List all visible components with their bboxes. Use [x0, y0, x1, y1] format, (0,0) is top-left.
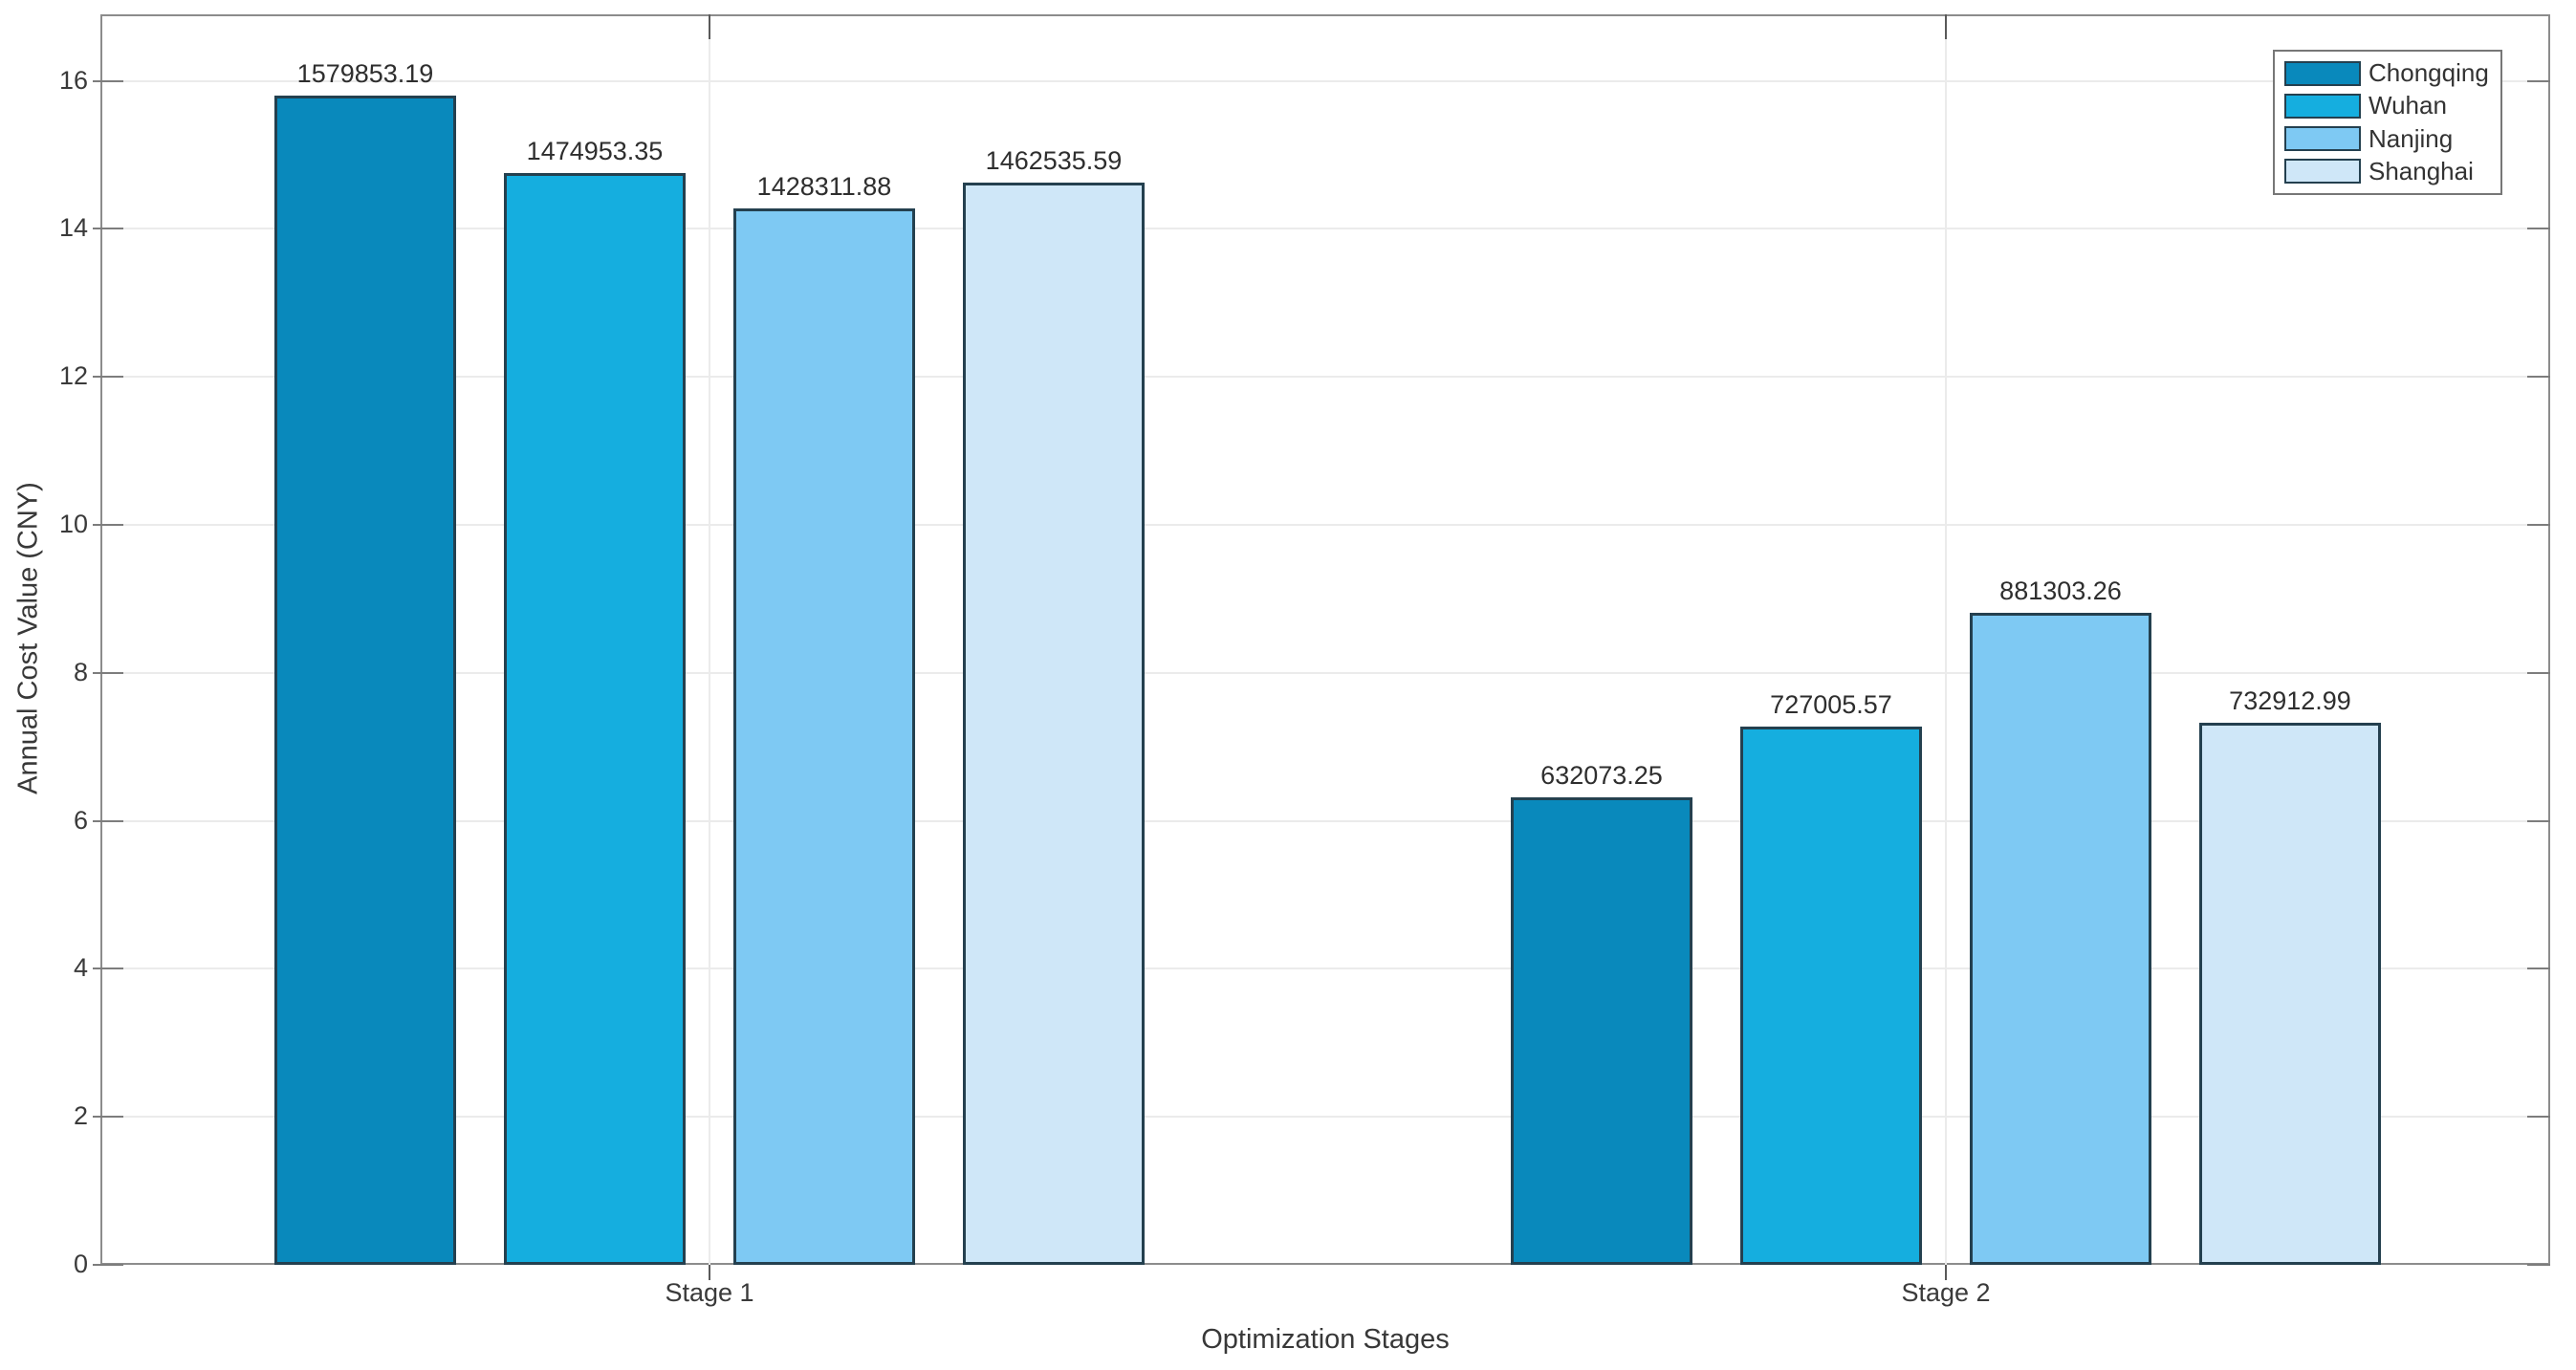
bar-value-label: 1579853.19: [296, 59, 434, 89]
y-gridline: [100, 79, 2550, 82]
x-tick-bottom: [709, 1265, 710, 1280]
y-gridline: [100, 819, 2550, 822]
x-category-label: Stage 2: [1901, 1278, 1991, 1307]
bar-stage2-shanghai: [2199, 722, 2381, 1265]
y-tick-label: 0: [73, 1250, 88, 1278]
y-tick-right: [2527, 819, 2550, 822]
bar-stage2-nanjing: [1970, 612, 2151, 1265]
bar-stage1-wuhan: [504, 173, 686, 1265]
bar-value-label: 632073.25: [1540, 760, 1663, 790]
legend-swatch-chongqing: [2284, 60, 2361, 86]
y-gridline: [100, 968, 2550, 970]
x-tick-top: [1945, 14, 1947, 39]
bar-value-label: 727005.57: [1770, 690, 1892, 720]
legend-label: Chongqing: [2369, 58, 2489, 88]
legend-item-nanjing: Nanjing: [2284, 124, 2491, 154]
y-tick-right: [2527, 671, 2550, 674]
y-gridline: [100, 228, 2550, 230]
bar-value-label: 1428311.88: [756, 171, 892, 201]
y-tick-label: 4: [73, 953, 88, 983]
bar-value-label: 732912.99: [2229, 685, 2351, 715]
x-category-label: Stage 1: [665, 1278, 754, 1307]
bar-stage1-nanjing: [733, 207, 915, 1265]
y-tick-right: [2527, 79, 2550, 82]
bar-value-label: 881303.26: [1999, 576, 2122, 605]
y-tick-label: 12: [58, 361, 88, 391]
y-tick-right: [2527, 228, 2550, 230]
x-gridline: [1945, 14, 1947, 1265]
legend-swatch-wuhan: [2284, 93, 2361, 119]
y-tick-label: 10: [58, 510, 88, 539]
y-tick-right: [2527, 376, 2550, 379]
y-tick-left: [93, 376, 123, 379]
legend: Chongqing Wuhan Nanjing Shanghai: [2273, 50, 2502, 195]
y-tick-left: [93, 819, 123, 822]
bar-stage2-wuhan: [1740, 727, 1922, 1265]
legend-label: Nanjing: [2369, 123, 2454, 153]
bar-value-label: 1462535.59: [985, 146, 1123, 176]
legend-item-chongqing: Chongqing: [2284, 58, 2491, 88]
y-gridline: [100, 671, 2550, 674]
y-tick-left: [93, 524, 123, 527]
legend-label: Wuhan: [2369, 91, 2447, 120]
y-tick-right: [2527, 1264, 2550, 1266]
y-tick-right: [2527, 1116, 2550, 1119]
plot-area: [100, 14, 2550, 1265]
x-tick-bottom: [1945, 1265, 1947, 1280]
legend-item-shanghai: Shanghai: [2284, 157, 2491, 186]
y-tick-right: [2527, 524, 2550, 527]
bar-stage1-shanghai: [963, 183, 1145, 1265]
x-tick-top: [709, 14, 710, 39]
y-gridline: [100, 1116, 2550, 1119]
y-gridline: [100, 376, 2550, 379]
y-gridline: [100, 524, 2550, 527]
y-tick-left: [93, 671, 123, 674]
y-tick-left: [93, 1116, 123, 1119]
y-tick-left: [93, 1264, 123, 1266]
y-tick-label: 14: [58, 213, 88, 243]
y-tick-label: 8: [73, 657, 88, 686]
y-tick-left: [93, 228, 123, 230]
x-gridline: [709, 14, 710, 1265]
x-axis-label: Optimization Stages: [1201, 1324, 1450, 1355]
y-tick-left: [93, 968, 123, 970]
bar-stage1-chongqing: [274, 96, 456, 1265]
legend-item-wuhan: Wuhan: [2284, 91, 2491, 120]
y-tick-label: 16: [58, 65, 88, 95]
y-tick-left: [93, 79, 123, 82]
y-tick-right: [2527, 968, 2550, 970]
legend-swatch-nanjing: [2284, 126, 2361, 152]
y-tick-label: 2: [73, 1101, 88, 1131]
y-tick-label: 6: [73, 805, 88, 835]
bar-value-label: 1474953.35: [526, 137, 664, 166]
legend-swatch-shanghai: [2284, 159, 2361, 185]
legend-label: Shanghai: [2369, 156, 2474, 185]
bar-stage2-chongqing: [1511, 796, 1692, 1265]
